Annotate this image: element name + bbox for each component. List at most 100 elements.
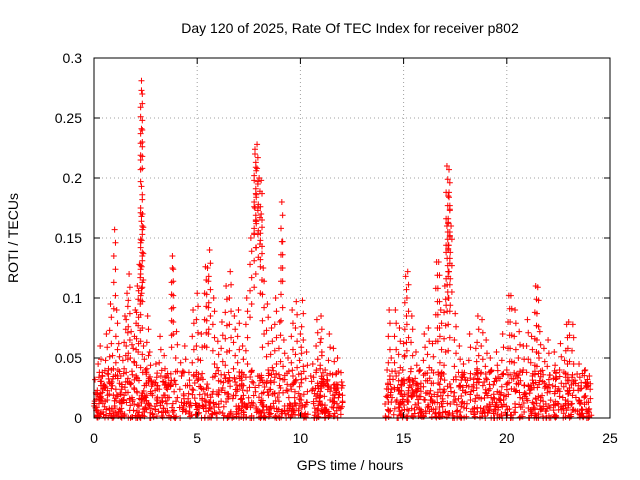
data-point <box>389 368 396 375</box>
data-point <box>139 139 146 145</box>
data-point <box>430 380 437 387</box>
data-point <box>258 409 265 416</box>
data-point <box>289 320 296 327</box>
data-point <box>218 319 225 325</box>
data-point <box>255 382 262 389</box>
data-point <box>269 364 276 371</box>
data-point <box>222 309 229 316</box>
data-point <box>189 391 196 398</box>
data-point <box>552 388 559 395</box>
data-point <box>391 359 398 366</box>
data-point <box>386 346 393 353</box>
data-point <box>578 385 585 392</box>
data-point <box>422 344 429 351</box>
data-point <box>197 357 204 364</box>
data-point <box>498 411 505 418</box>
data-point <box>298 323 305 330</box>
data-point <box>98 356 105 363</box>
y-tick-label: 0.1 <box>63 290 83 306</box>
data-point <box>489 399 496 406</box>
data-point <box>157 346 164 353</box>
data-point <box>271 405 278 412</box>
data-point <box>322 409 329 416</box>
data-point <box>261 304 268 311</box>
data-point <box>384 367 391 373</box>
data-point <box>252 271 259 277</box>
data-point <box>461 400 468 407</box>
x-tick-label: 15 <box>396 430 412 446</box>
data-point <box>393 397 400 404</box>
data-point <box>473 385 480 391</box>
data-point <box>569 400 576 407</box>
data-point <box>261 414 268 421</box>
data-point <box>240 382 247 389</box>
data-point <box>496 414 503 421</box>
data-point <box>390 411 397 418</box>
data-point <box>506 358 513 365</box>
data-point <box>492 401 499 408</box>
data-point <box>195 303 202 310</box>
data-point <box>185 369 192 376</box>
data-point <box>198 331 205 337</box>
data-point <box>238 403 245 410</box>
chart-title: Day 120 of 2025, Rate Of TEC Index for r… <box>181 20 519 36</box>
axis-ticks <box>93 57 611 419</box>
data-point <box>477 370 484 377</box>
data-point <box>385 359 392 366</box>
data-point <box>328 404 335 411</box>
data-point <box>98 395 105 402</box>
data-point <box>126 310 133 317</box>
data-point <box>259 317 266 324</box>
data-point <box>259 397 266 404</box>
data-point <box>275 371 282 378</box>
data-point <box>193 369 200 376</box>
data-point <box>401 406 408 413</box>
data-point <box>230 365 237 372</box>
data-point <box>257 237 264 244</box>
data-point <box>261 278 268 285</box>
data-point <box>107 301 114 307</box>
data-point <box>395 404 402 411</box>
data-point <box>296 357 303 364</box>
data-point <box>278 238 285 245</box>
data-point <box>117 413 124 420</box>
data-point <box>228 281 235 288</box>
data-point <box>500 370 507 377</box>
data-point <box>125 350 132 357</box>
data-point <box>93 404 100 411</box>
data-point <box>392 307 399 313</box>
data-point <box>461 374 468 381</box>
data-point <box>137 271 144 277</box>
data-point <box>494 388 501 395</box>
data-point <box>289 307 296 313</box>
data-point <box>190 373 197 379</box>
data-point <box>515 381 522 388</box>
data-point <box>426 408 433 415</box>
data-point <box>314 407 321 414</box>
data-point <box>393 346 400 353</box>
data-point <box>559 394 566 401</box>
data-point <box>443 302 450 309</box>
data-point <box>482 389 489 396</box>
data-point <box>294 364 301 371</box>
data-point <box>424 377 431 384</box>
data-point <box>209 347 216 354</box>
plot-frame <box>93 57 611 419</box>
data-point <box>254 165 261 172</box>
data-point <box>436 359 443 366</box>
data-point <box>274 408 281 415</box>
data-point <box>466 331 473 337</box>
data-point <box>215 351 222 358</box>
data-point <box>446 334 453 341</box>
data-point <box>506 305 513 312</box>
data-point <box>234 359 241 366</box>
data-point <box>308 387 315 394</box>
data-point <box>145 352 152 359</box>
data-point <box>173 328 180 335</box>
data-point <box>284 388 291 395</box>
data-point <box>463 405 470 412</box>
data-point <box>287 402 294 409</box>
data-point <box>164 407 171 414</box>
data-point <box>512 400 519 407</box>
data-point <box>169 253 176 259</box>
